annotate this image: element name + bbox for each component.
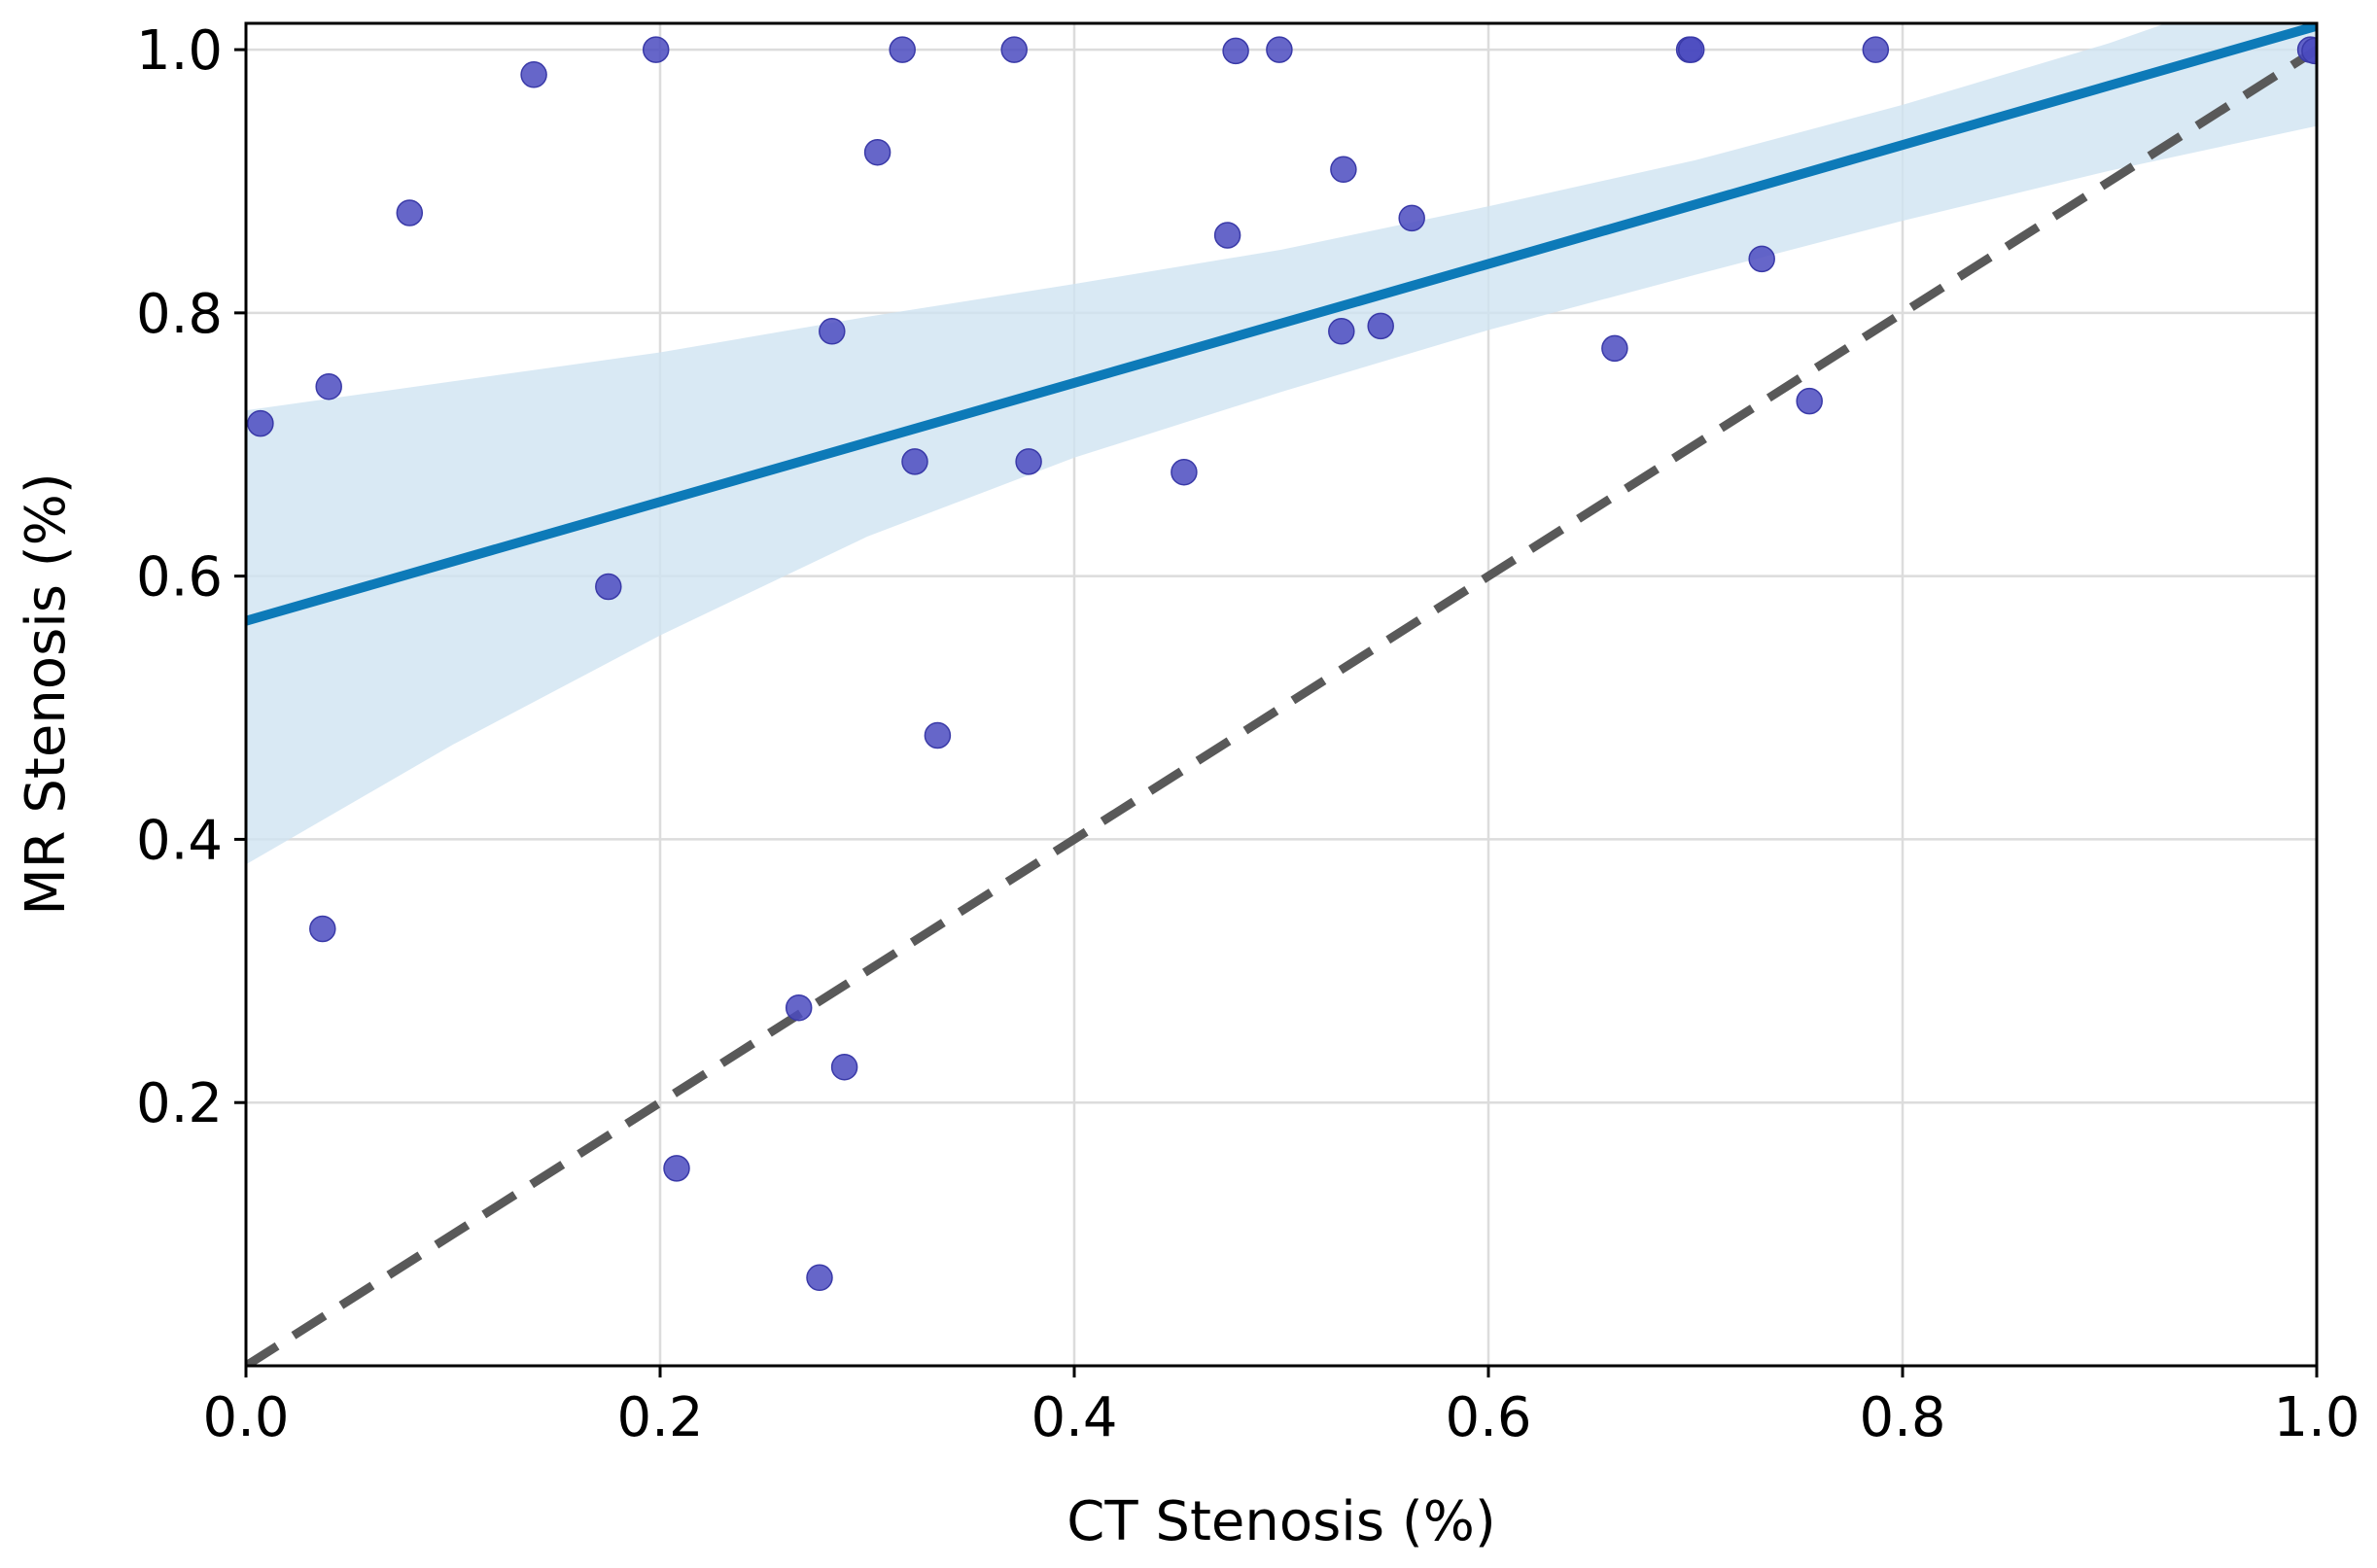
- confidence-band: [246, 23, 2317, 865]
- data-point: [663, 1155, 690, 1182]
- data-point: [1330, 156, 1357, 184]
- y-tick-label: 0.4: [136, 809, 223, 872]
- y-tick-label: 0.2: [136, 1072, 223, 1135]
- x-tick-label: 0.0: [202, 1386, 289, 1449]
- x-tick-label: 0.8: [1859, 1386, 1945, 1449]
- data-point: [1677, 36, 1705, 63]
- data-point: [642, 36, 670, 63]
- data-point: [1171, 458, 1198, 486]
- data-point: [1601, 334, 1628, 363]
- data-point: [247, 409, 274, 437]
- data-point: [1015, 448, 1042, 475]
- data-point: [1398, 204, 1425, 232]
- confidence-band-layer: [246, 23, 2317, 865]
- y-tick-label: 0.8: [136, 283, 223, 346]
- data-point: [785, 993, 813, 1022]
- data-point: [889, 36, 916, 63]
- data-point: [1862, 36, 1890, 63]
- data-point: [1796, 387, 1823, 415]
- data-point: [309, 915, 336, 943]
- data-point: [1266, 36, 1293, 63]
- y-tick-label: 0.6: [136, 546, 223, 610]
- data-point: [806, 1264, 833, 1292]
- x-tick-label: 1.0: [2273, 1386, 2360, 1449]
- data-point: [595, 573, 622, 601]
- x-axis-ticks: 0.0 0.2 0.4 0.6 0.8 1.0: [202, 1366, 2360, 1449]
- x-tick-label: 0.2: [616, 1386, 703, 1449]
- x-tick-label: 0.6: [1445, 1386, 1531, 1449]
- data-point: [863, 138, 891, 166]
- data-point: [1328, 318, 1355, 345]
- data-points: [247, 36, 2317, 1292]
- data-point: [830, 1053, 858, 1081]
- data-point: [1000, 36, 1028, 63]
- data-point: [819, 318, 846, 345]
- plot-frame: [244, 21, 2319, 1368]
- x-axis-title: CT Stenosis (%): [1066, 1490, 1495, 1553]
- line-layer: [246, 23, 2317, 1366]
- x-tick-label: 0.4: [1031, 1386, 1117, 1449]
- data-point: [2301, 37, 2317, 65]
- data-point: [1367, 312, 1394, 340]
- data-point: [1748, 245, 1775, 273]
- data-point: [1213, 222, 1241, 249]
- data-point: [901, 448, 928, 475]
- regression-line: [246, 23, 2317, 626]
- data-point: [396, 199, 424, 226]
- y-tick-label: 1.0: [136, 19, 223, 83]
- data-point: [1222, 37, 1249, 65]
- identity-dashed-line: [246, 46, 2317, 1366]
- y-axis-ticks: 0.2 0.4 0.6 0.8 1.0: [136, 19, 246, 1135]
- data-point: [520, 61, 547, 88]
- y-axis-title: MR Stenosis (%): [15, 472, 78, 915]
- data-point: [315, 372, 342, 401]
- data-point: [924, 721, 952, 749]
